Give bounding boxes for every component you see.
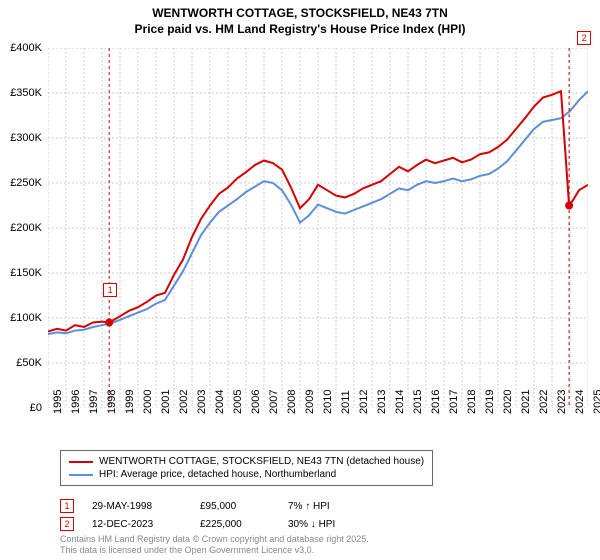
x-tick-label: 2007 — [268, 390, 280, 414]
legend: WENTWORTH COTTAGE, STOCKSFIELD, NE43 7TN… — [60, 450, 433, 486]
legend-label: HPI: Average price, detached house, Nort… — [99, 469, 336, 480]
y-tick-label: £100K — [10, 312, 42, 324]
marker-row: 2 12-DEC-2023 £225,000 30% ↓ HPI — [60, 515, 335, 533]
marker-id: 1 — [64, 501, 69, 511]
copyright-line2: This data is licensed under the Open Gov… — [60, 545, 369, 556]
x-tick-label: 2000 — [142, 390, 154, 414]
x-tick-label: 2008 — [286, 390, 298, 414]
x-tick-label: 2010 — [322, 390, 334, 414]
copyright: Contains HM Land Registry data © Crown c… — [60, 534, 369, 556]
legend-swatch — [69, 461, 93, 463]
y-tick-label: £400K — [10, 42, 42, 54]
x-tick-label: 2019 — [484, 390, 496, 414]
x-tick-label: 2002 — [178, 390, 190, 414]
x-tick-label: 2023 — [556, 390, 568, 414]
y-tick-label: £250K — [10, 177, 42, 189]
legend-item: WENTWORTH COTTAGE, STOCKSFIELD, NE43 7TN… — [69, 455, 424, 468]
y-tick-label: £150K — [10, 267, 42, 279]
x-tick-label: 2025 — [592, 390, 600, 414]
marker-table: 1 29-MAY-1998 £95,000 7% ↑ HPI 2 12-DEC-… — [60, 497, 335, 533]
x-tick-label: 2001 — [160, 390, 172, 414]
x-tick-label: 2017 — [448, 390, 460, 414]
x-tick-label: 2004 — [214, 390, 226, 414]
y-tick-label: £350K — [10, 87, 42, 99]
marker-row: 1 29-MAY-1998 £95,000 7% ↑ HPI — [60, 497, 335, 515]
x-tick-label: 2009 — [304, 390, 316, 414]
x-tick-label: 2021 — [520, 390, 532, 414]
x-tick-label: 2011 — [340, 390, 352, 414]
marker-date: 12-DEC-2023 — [92, 519, 182, 530]
chart-marker-label: 1 — [103, 283, 117, 297]
copyright-line1: Contains HM Land Registry data © Crown c… — [60, 534, 369, 545]
x-tick-label: 1998 — [106, 390, 118, 414]
marker-box-icon: 2 — [60, 517, 74, 531]
y-tick-label: £200K — [10, 222, 42, 234]
x-tick-label: 2014 — [394, 390, 406, 414]
title-line2: Price paid vs. HM Land Registry's House … — [0, 22, 600, 38]
marker-price: £95,000 — [200, 501, 270, 512]
x-tick-label: 1995 — [52, 390, 64, 414]
plot-svg — [48, 48, 588, 408]
x-tick-label: 2022 — [538, 390, 550, 414]
marker-id: 2 — [64, 519, 69, 529]
x-tick-label: 2020 — [502, 390, 514, 414]
chart-title: WENTWORTH COTTAGE, STOCKSFIELD, NE43 7TN… — [0, 0, 600, 37]
x-tick-label: 1996 — [70, 390, 82, 414]
x-tick-label: 2012 — [358, 390, 370, 414]
x-tick-label: 2005 — [232, 390, 244, 414]
x-tick-label: 1997 — [88, 390, 100, 414]
legend-item: HPI: Average price, detached house, Nort… — [69, 468, 424, 481]
x-tick-label: 2024 — [574, 390, 586, 414]
marker-delta: 30% ↓ HPI — [288, 519, 335, 530]
x-tick-label: 2006 — [250, 390, 262, 414]
chart-container: WENTWORTH COTTAGE, STOCKSFIELD, NE43 7TN… — [0, 0, 600, 560]
legend-label: WENTWORTH COTTAGE, STOCKSFIELD, NE43 7TN… — [99, 456, 424, 467]
y-tick-label: £50K — [16, 357, 42, 369]
x-tick-label: 2013 — [376, 390, 388, 414]
x-tick-label: 2003 — [196, 390, 208, 414]
y-tick-label: £0 — [30, 402, 42, 414]
marker-price: £225,000 — [200, 519, 270, 530]
x-tick-label: 1999 — [124, 390, 136, 414]
marker-delta: 7% ↑ HPI — [288, 501, 330, 512]
chart-area: £0£50K£100K£150K£200K£250K£300K£350K£400… — [48, 48, 588, 408]
legend-swatch — [69, 474, 93, 476]
y-tick-label: £300K — [10, 132, 42, 144]
x-tick-label: 2016 — [430, 390, 442, 414]
x-tick-label: 2018 — [466, 390, 478, 414]
marker-date: 29-MAY-1998 — [92, 501, 182, 512]
title-line1: WENTWORTH COTTAGE, STOCKSFIELD, NE43 7TN — [0, 6, 600, 22]
chart-marker-label: 2 — [577, 31, 591, 45]
marker-box-icon: 1 — [60, 499, 74, 513]
x-tick-label: 2015 — [412, 390, 424, 414]
